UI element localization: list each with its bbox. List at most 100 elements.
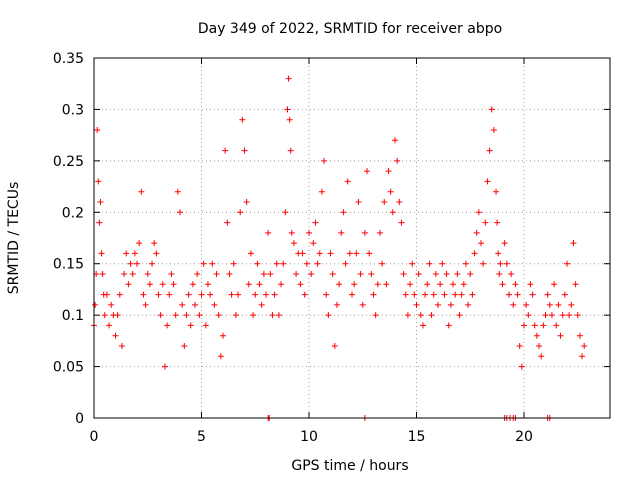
data-point [96, 219, 103, 226]
data-point [496, 271, 503, 277]
data-point [239, 116, 246, 123]
data-point [293, 271, 300, 277]
data-point [353, 250, 360, 257]
data-point [125, 281, 132, 288]
x-tick-label: 15 [408, 429, 426, 445]
data-point [134, 260, 140, 267]
data-point [501, 240, 508, 247]
data-point [138, 188, 145, 195]
data-point [159, 281, 166, 288]
data-point [413, 301, 420, 308]
data-point [306, 229, 312, 236]
data-point [557, 332, 564, 339]
data-point [98, 250, 105, 257]
data-point [200, 260, 207, 267]
data-point [494, 219, 501, 226]
data-point [368, 271, 375, 277]
data-point [407, 281, 414, 288]
data-point [118, 343, 125, 349]
data-point [361, 229, 368, 236]
data-point [342, 260, 349, 267]
data-point [521, 322, 527, 329]
data-point [338, 229, 345, 236]
data-point [357, 271, 364, 277]
y-tick-label: 0 [75, 411, 84, 427]
data-point [426, 260, 433, 267]
data-point [381, 199, 388, 205]
data-point [510, 301, 517, 308]
data-point [263, 291, 269, 298]
data-point [278, 281, 285, 288]
data-point [131, 250, 138, 257]
data-point [379, 260, 386, 267]
data-point [123, 250, 130, 257]
data-point [364, 168, 371, 175]
data-point [140, 291, 147, 298]
data-point [185, 291, 192, 298]
data-point [271, 291, 278, 298]
data-point [536, 343, 543, 349]
chart-title: Day 349 of 2022, SRMTID for receiver abp… [198, 21, 502, 37]
data-point [280, 260, 287, 267]
data-point [228, 291, 235, 298]
data-point [493, 188, 500, 195]
data-point [189, 281, 196, 288]
data-point [112, 332, 119, 339]
data-point [243, 199, 250, 205]
data-point [394, 157, 401, 164]
data-point [548, 312, 555, 319]
data-point [497, 260, 504, 267]
data-point [288, 229, 295, 236]
x-tick-label: 0 [90, 429, 99, 445]
x-tick-label: 5 [197, 429, 206, 445]
data-point [518, 363, 525, 370]
data-point [387, 188, 394, 195]
data-point [435, 301, 441, 308]
data-point [568, 301, 575, 308]
data-point [351, 281, 358, 288]
x-axis-label: GPS time / hours [291, 458, 408, 474]
data-point [396, 199, 403, 205]
data-point [344, 178, 351, 185]
data-point [559, 312, 566, 319]
data-point [232, 312, 239, 319]
data-point [116, 291, 123, 298]
data-point [207, 291, 214, 298]
data-point [121, 271, 128, 277]
data-point [149, 260, 156, 267]
data-point [561, 291, 568, 298]
data-point [540, 322, 547, 329]
data-point [209, 260, 216, 267]
data-point [198, 291, 205, 298]
data-point [508, 271, 515, 277]
data-point [415, 271, 422, 277]
data-point [142, 301, 149, 308]
data-point [462, 260, 469, 267]
data-point [127, 260, 134, 267]
data-point [402, 291, 409, 298]
data-point [297, 281, 304, 288]
data-point [284, 106, 291, 113]
data-point [254, 260, 261, 267]
data-point [247, 250, 254, 257]
data-point [445, 322, 452, 329]
data-point [202, 322, 209, 329]
data-point [525, 312, 532, 319]
data-point [428, 312, 435, 319]
data-point [94, 127, 101, 133]
grid [94, 58, 610, 418]
axis-ticks: 0 0.05 0.1 0.15 0.2 0.25 0.3 0.35 0 5 10 15 20 [53, 51, 610, 445]
data-point [452, 291, 459, 298]
data-point [340, 209, 347, 216]
data-point [172, 312, 179, 319]
data-point [404, 312, 411, 319]
data-point [157, 312, 164, 319]
data-point [222, 147, 229, 154]
data-point [282, 209, 289, 216]
y-tick-label: 0.1 [62, 308, 84, 324]
data-point [329, 271, 336, 277]
data-point [103, 291, 110, 298]
data-point [181, 343, 188, 349]
data-point [250, 312, 257, 319]
